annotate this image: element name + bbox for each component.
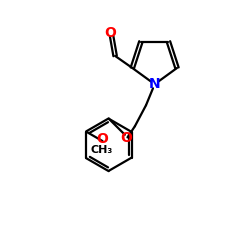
Text: O: O [104,26,117,40]
Text: CH₃: CH₃ [91,145,113,155]
Text: O: O [96,132,108,146]
Text: O: O [120,131,132,145]
Text: N: N [149,77,160,91]
